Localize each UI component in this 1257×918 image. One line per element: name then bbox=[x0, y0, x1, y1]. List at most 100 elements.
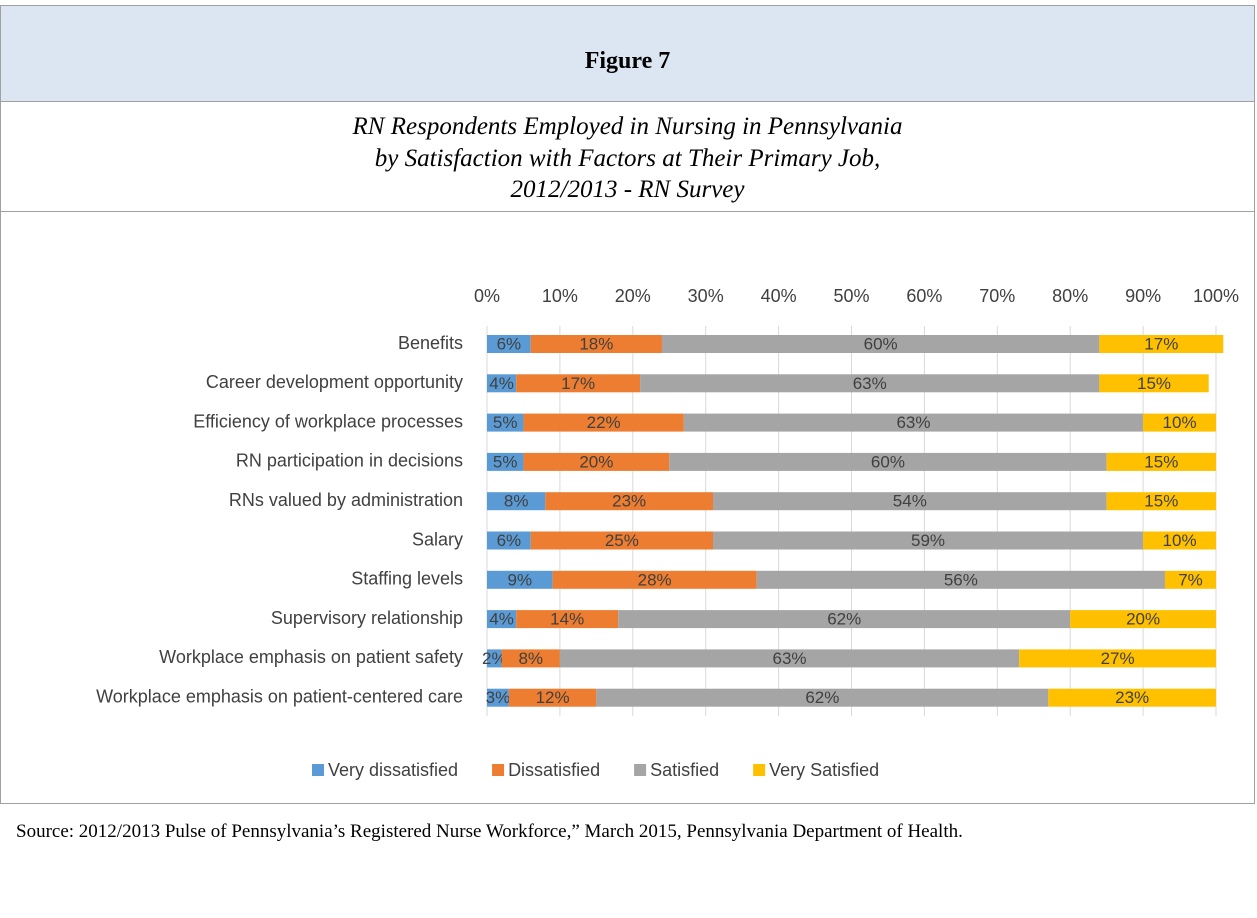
bar-segment bbox=[516, 374, 641, 393]
value-label: 9% bbox=[508, 570, 533, 589]
chart-box bbox=[0, 212, 1255, 804]
value-label: 59% bbox=[911, 531, 945, 550]
figure-label: Figure 7 bbox=[584, 48, 671, 74]
y-tick-label: Career development opportunity bbox=[206, 372, 463, 392]
bar-segment bbox=[1070, 610, 1216, 629]
source-note: Source: 2012/2013 Pulse of Pennsylvania’… bbox=[16, 821, 963, 842]
x-tick-label: 60% bbox=[906, 286, 942, 306]
value-label: 6% bbox=[497, 334, 522, 353]
value-label: 18% bbox=[579, 334, 613, 353]
value-label: 10% bbox=[1163, 531, 1197, 550]
legend-label: Very dissatisfied bbox=[328, 760, 458, 780]
y-tick-label: RN participation in decisions bbox=[236, 451, 463, 471]
x-tick-label: 50% bbox=[833, 286, 869, 306]
value-label: 2% bbox=[482, 649, 507, 668]
bar-segment bbox=[596, 688, 1049, 707]
value-label: 15% bbox=[1137, 374, 1171, 393]
x-tick-label: 100% bbox=[1193, 286, 1239, 306]
value-label: 23% bbox=[612, 492, 646, 511]
legend-swatch bbox=[312, 764, 324, 776]
y-tick-label: Workplace emphasis on patient-centered c… bbox=[96, 686, 463, 706]
value-label: 7% bbox=[1178, 570, 1203, 589]
x-tick-label: 40% bbox=[761, 286, 797, 306]
value-label: 27% bbox=[1101, 649, 1135, 668]
bar-segment bbox=[523, 413, 684, 432]
bar-segment bbox=[640, 374, 1100, 393]
chart-title: 2012/2013 - RN Survey bbox=[510, 176, 745, 203]
legend-swatch bbox=[634, 764, 647, 776]
bar-segment bbox=[1099, 374, 1209, 393]
value-label: 60% bbox=[871, 452, 905, 471]
value-label: 15% bbox=[1144, 452, 1178, 471]
value-label: 12% bbox=[536, 688, 570, 707]
x-tick-label: 90% bbox=[1125, 286, 1161, 306]
value-label: 54% bbox=[893, 492, 927, 511]
chart-title: by Satisfaction with Factors at Their Pr… bbox=[374, 144, 881, 172]
bar-segment bbox=[530, 335, 662, 353]
value-label: 62% bbox=[827, 610, 861, 629]
legend-swatch bbox=[753, 764, 766, 776]
value-label: 28% bbox=[638, 570, 672, 589]
y-tick-label: RNs valued by administration bbox=[229, 490, 463, 510]
value-label: 8% bbox=[504, 492, 529, 511]
bar-segment bbox=[712, 531, 1144, 550]
value-label: 20% bbox=[1126, 610, 1160, 629]
bar-segment bbox=[1164, 570, 1216, 589]
value-label: 8% bbox=[518, 649, 543, 668]
y-tick-label: Staffing levels bbox=[351, 569, 463, 589]
value-label: 23% bbox=[1115, 688, 1149, 707]
bar-segment bbox=[1143, 413, 1216, 432]
bar-segment bbox=[487, 531, 531, 550]
value-label: 63% bbox=[896, 413, 930, 432]
value-label: 5% bbox=[493, 413, 518, 432]
bar-segment bbox=[530, 531, 713, 550]
value-label: 14% bbox=[550, 610, 584, 629]
bar-segment bbox=[1048, 688, 1216, 707]
y-tick-label: Efficiency of workplace processes bbox=[193, 411, 463, 431]
chart-title: RN Respondents Employed in Nursing in Pe… bbox=[352, 113, 903, 140]
value-label: 4% bbox=[489, 374, 514, 393]
y-tick-label: Benefits bbox=[398, 333, 463, 353]
value-label: 25% bbox=[605, 531, 639, 550]
value-label: 63% bbox=[773, 649, 807, 668]
bar-segment bbox=[487, 649, 502, 668]
bar-segment bbox=[545, 492, 713, 511]
bar-segment bbox=[712, 492, 1107, 511]
bar-segment bbox=[487, 688, 509, 707]
bar-segment bbox=[508, 688, 597, 707]
legend-label: Satisfied bbox=[650, 760, 719, 780]
x-tick-label: 30% bbox=[688, 286, 724, 306]
value-label: 63% bbox=[853, 374, 887, 393]
bar-segment bbox=[1019, 649, 1216, 668]
value-label: 56% bbox=[944, 570, 978, 589]
bar-segment bbox=[1106, 452, 1216, 471]
bar-segment bbox=[669, 452, 1107, 471]
value-label: 62% bbox=[805, 688, 839, 707]
value-label: 17% bbox=[561, 374, 595, 393]
bar-segment bbox=[552, 570, 757, 589]
bar-segment bbox=[1099, 335, 1224, 353]
y-tick-label: Workplace emphasis on patient safety bbox=[159, 647, 463, 667]
bar-segment bbox=[487, 492, 546, 511]
value-label: 5% bbox=[493, 452, 518, 471]
bar-segment bbox=[1143, 531, 1216, 550]
bar-segment bbox=[661, 335, 1100, 353]
bar-segment bbox=[487, 570, 553, 589]
legend-swatch bbox=[492, 764, 505, 776]
bar-segment bbox=[487, 413, 524, 432]
bar-segment bbox=[487, 452, 524, 471]
x-tick-label: 20% bbox=[615, 286, 651, 306]
bar-segment bbox=[487, 610, 517, 629]
value-label: 22% bbox=[587, 413, 621, 432]
bar-segment bbox=[487, 374, 517, 393]
value-label: 15% bbox=[1144, 492, 1178, 511]
bar-segment bbox=[1106, 492, 1216, 511]
legend-label: Very Satisfied bbox=[769, 760, 879, 780]
title-box: RN Respondents Employed in Nursing in Pe… bbox=[0, 101, 1255, 212]
bar-segment bbox=[559, 649, 1020, 668]
value-label: 6% bbox=[497, 531, 522, 550]
value-label: 4% bbox=[489, 610, 514, 629]
bar-segment bbox=[683, 413, 1144, 432]
